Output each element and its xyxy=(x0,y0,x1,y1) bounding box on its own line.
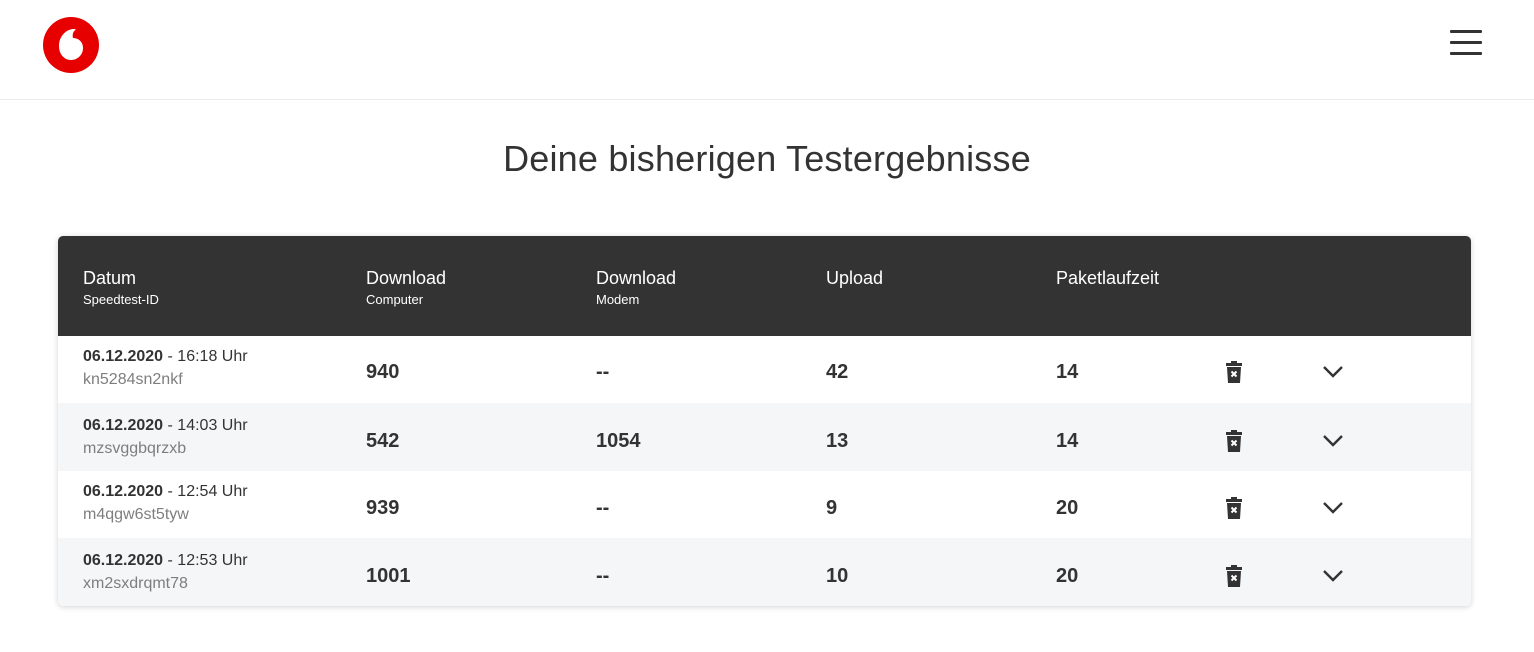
table-row[interactable]: 06.12.2020 - 16:18 Uhr kn5284sn2nkf 940 … xyxy=(58,336,1471,403)
column-sublabel: Computer xyxy=(366,292,424,307)
trash-icon[interactable] xyxy=(1224,361,1244,383)
download-modem-value: -- xyxy=(596,361,610,383)
upload-value: 10 xyxy=(826,565,849,587)
column-label: Download xyxy=(366,268,447,288)
latency-value: 14 xyxy=(1056,430,1079,452)
table-row[interactable]: 06.12.2020 - 12:53 Uhr xm2sxdrqmt78 1001… xyxy=(58,538,1471,606)
column-header-date: Datum Speedtest-ID xyxy=(83,266,159,309)
vodafone-logo[interactable] xyxy=(42,16,100,74)
trash-icon[interactable] xyxy=(1224,565,1244,587)
column-header-latency: Paketlaufzeit xyxy=(1056,266,1159,291)
latency-value: 14 xyxy=(1056,361,1079,383)
test-time: - 12:53 Uhr xyxy=(163,552,248,569)
latency-value: 20 xyxy=(1056,497,1079,519)
latency-value: 20 xyxy=(1056,565,1079,587)
table-row[interactable]: 06.12.2020 - 14:03 Uhr mzsvggbqrzxb 542 … xyxy=(58,403,1471,471)
download-modem-value: -- xyxy=(596,497,610,519)
column-sublabel: Speedtest-ID xyxy=(83,292,159,307)
test-datetime: 06.12.2020 - 12:53 Uhr xyxy=(83,551,248,571)
menu-bar-line xyxy=(1450,30,1482,33)
menu-bar-line xyxy=(1450,52,1482,55)
top-navigation-bar xyxy=(0,0,1534,100)
date-cell: 06.12.2020 - 12:54 Uhr m4qgw6st5tyw xyxy=(83,482,248,525)
upload-value: 13 xyxy=(826,430,849,452)
column-label: Upload xyxy=(826,268,884,288)
column-header-upload: Upload xyxy=(826,266,883,291)
menu-bar-line xyxy=(1450,41,1482,44)
trash-icon[interactable] xyxy=(1224,430,1244,452)
column-label: Paketlaufzeit xyxy=(1056,268,1160,288)
test-date: 06.12.2020 xyxy=(83,348,164,365)
chevron-down-icon[interactable] xyxy=(1322,569,1344,583)
hamburger-menu-icon[interactable] xyxy=(1450,30,1484,58)
column-label: Download xyxy=(596,268,677,288)
speedtest-id: m4qgw6st5tyw xyxy=(83,506,189,523)
date-cell: 06.12.2020 - 14:03 Uhr mzsvggbqrzxb xyxy=(83,416,248,459)
column-label: Datum xyxy=(83,268,137,288)
download-computer-value: 939 xyxy=(366,497,400,519)
upload-value: 42 xyxy=(826,361,849,383)
results-table: Datum Speedtest-ID Download Computer Dow… xyxy=(58,236,1471,606)
test-datetime: 06.12.2020 - 14:03 Uhr xyxy=(83,416,248,436)
speedtest-id: kn5284sn2nkf xyxy=(83,371,183,388)
table-header: Datum Speedtest-ID Download Computer Dow… xyxy=(58,236,1471,336)
date-cell: 06.12.2020 - 12:53 Uhr xm2sxdrqmt78 xyxy=(83,551,248,594)
column-header-download-modem: Download Modem xyxy=(596,266,676,309)
column-sublabel: Modem xyxy=(596,292,640,307)
download-computer-value: 1001 xyxy=(366,565,411,587)
table-row[interactable]: 06.12.2020 - 12:54 Uhr m4qgw6st5tyw 939 … xyxy=(58,471,1471,538)
download-modem-value: -- xyxy=(596,565,610,587)
test-time: - 14:03 Uhr xyxy=(163,417,248,434)
column-header-download-computer: Download Computer xyxy=(366,266,446,309)
page-title: Deine bisherigen Testergebnisse xyxy=(503,138,1031,179)
chevron-down-icon[interactable] xyxy=(1322,365,1344,379)
speedtest-id: mzsvggbqrzxb xyxy=(83,440,187,457)
chevron-down-icon[interactable] xyxy=(1322,501,1344,515)
test-date: 06.12.2020 xyxy=(83,483,164,500)
upload-value: 9 xyxy=(826,497,838,519)
test-date: 06.12.2020 xyxy=(83,417,164,434)
download-modem-value: 1054 xyxy=(596,430,641,452)
test-datetime: 06.12.2020 - 12:54 Uhr xyxy=(83,482,248,502)
date-cell: 06.12.2020 - 16:18 Uhr kn5284sn2nkf xyxy=(83,347,248,390)
trash-icon[interactable] xyxy=(1224,497,1244,519)
download-computer-value: 542 xyxy=(366,430,400,452)
test-time: - 12:54 Uhr xyxy=(163,483,248,500)
download-computer-value: 940 xyxy=(366,361,400,383)
chevron-down-icon[interactable] xyxy=(1322,434,1344,448)
test-date: 06.12.2020 xyxy=(83,552,164,569)
test-time: - 16:18 Uhr xyxy=(163,348,248,365)
speedtest-id: xm2sxdrqmt78 xyxy=(83,575,188,592)
test-datetime: 06.12.2020 - 16:18 Uhr xyxy=(83,347,248,367)
